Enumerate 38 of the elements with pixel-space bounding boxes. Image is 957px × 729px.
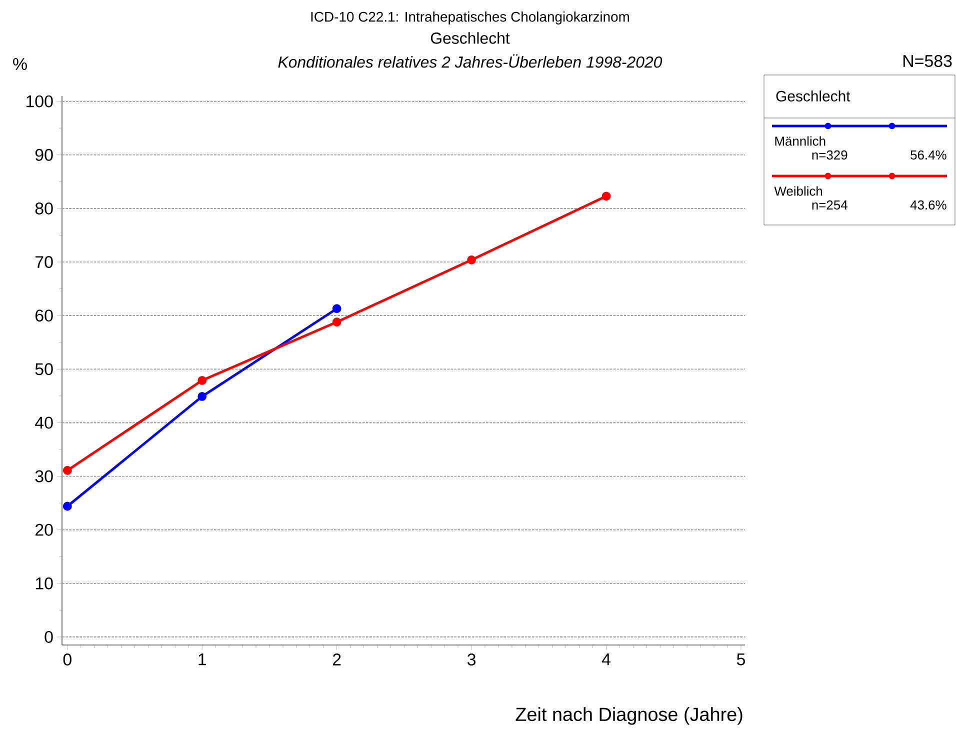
point <box>198 392 207 401</box>
y-tick-label: 90 <box>35 148 53 161</box>
text: Konditionales relatives 2 Jahres-Überleben 1998-2020 <box>278 54 662 68</box>
x-tick-label: 0 <box>63 654 72 666</box>
x-tick-label: 1 <box>198 654 206 666</box>
y-tick-label: 0 <box>44 630 53 643</box>
point <box>332 304 342 314</box>
chart-subtitle: Geschlecht <box>430 32 510 44</box>
y-axis-title: % <box>13 58 27 70</box>
y-tick-label: 40 <box>35 416 53 429</box>
y-tick-label: 20 <box>36 524 53 536</box>
text: 43.6% <box>910 200 946 210</box>
x-tick-label: 3 <box>467 654 476 666</box>
point <box>198 376 207 385</box>
point <box>467 255 476 264</box>
point <box>62 502 72 511</box>
legend-title: Geschlecht <box>776 90 850 102</box>
chart-title: ICD-10 C22.1: Intrahepatisches Cholangiokarzinom <box>311 11 629 24</box>
y-tick-label: 70 <box>36 256 53 268</box>
point <box>602 192 611 201</box>
text: 56.4% <box>910 150 946 160</box>
y-tick-label: 30 <box>35 470 53 482</box>
text: n=254 <box>812 200 848 210</box>
x-tick-label: 2 <box>332 654 341 666</box>
point <box>62 466 72 475</box>
y-tick-label: 60 <box>36 310 53 322</box>
point <box>332 318 342 326</box>
x-tick-label: 5 <box>736 654 745 666</box>
text: N=583 <box>903 54 952 67</box>
x-axis-title: Zeit nach Diagnose (Jahre) <box>516 707 742 725</box>
y-tick-label: 80 <box>35 202 53 214</box>
x-tick-label: 4 <box>602 654 610 666</box>
y-tick-label: 100 <box>26 95 53 108</box>
legend-label: Männlich <box>775 136 826 146</box>
y-tick-label: 50 <box>35 363 53 376</box>
legend-label: Weiblich <box>774 186 822 196</box>
y-tick-label: 10 <box>36 577 53 590</box>
text: n=329 <box>812 150 848 160</box>
